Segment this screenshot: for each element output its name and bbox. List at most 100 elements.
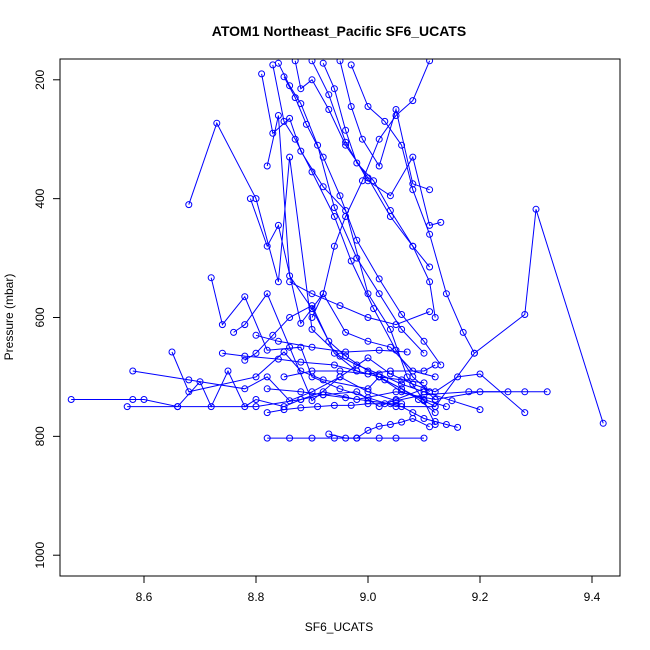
data-point bbox=[342, 213, 350, 220]
data-point bbox=[370, 177, 378, 185]
data-point bbox=[599, 419, 607, 427]
data-point bbox=[336, 385, 344, 393]
data-point bbox=[431, 418, 439, 425]
data-point bbox=[129, 367, 137, 375]
data-point bbox=[308, 314, 316, 321]
data-point bbox=[308, 290, 316, 298]
series-line-18 bbox=[339, 60, 430, 191]
data-point bbox=[263, 290, 271, 298]
data-point bbox=[347, 61, 355, 69]
y-tick-label: 1000 bbox=[33, 542, 47, 569]
data-point bbox=[353, 367, 361, 375]
data-point bbox=[140, 396, 148, 403]
data-point bbox=[364, 370, 372, 378]
data-point bbox=[364, 385, 372, 393]
data-point bbox=[392, 434, 400, 442]
series-line-19 bbox=[311, 60, 431, 318]
data-point bbox=[426, 388, 434, 396]
series-line-7 bbox=[233, 292, 526, 413]
data-point bbox=[291, 94, 299, 102]
data-point bbox=[263, 434, 271, 442]
data-point bbox=[353, 159, 361, 167]
data-point bbox=[308, 367, 316, 375]
data-point bbox=[280, 117, 288, 125]
data-point bbox=[386, 325, 394, 333]
data-point bbox=[342, 394, 350, 402]
data-point bbox=[409, 153, 417, 161]
data-point bbox=[414, 396, 422, 403]
data-point bbox=[336, 367, 344, 375]
x-tick-label: 9.4 bbox=[584, 590, 601, 604]
data-point bbox=[185, 376, 193, 384]
data-point bbox=[431, 396, 439, 403]
data-point bbox=[431, 373, 439, 381]
data-point bbox=[330, 213, 338, 220]
data-point bbox=[330, 434, 338, 442]
data-point bbox=[314, 403, 322, 411]
data-point bbox=[431, 314, 439, 321]
data-point bbox=[381, 400, 389, 408]
data-point bbox=[263, 242, 271, 250]
data-point bbox=[386, 421, 394, 428]
data-point bbox=[286, 82, 294, 90]
data-point bbox=[342, 348, 350, 356]
data-point bbox=[252, 331, 260, 339]
data-point bbox=[398, 385, 406, 393]
data-point bbox=[532, 205, 540, 213]
data-point bbox=[386, 370, 394, 378]
series-line-11 bbox=[266, 115, 436, 413]
data-point bbox=[386, 343, 394, 351]
y-tick-label: 200 bbox=[33, 69, 47, 89]
series-line-28 bbox=[222, 352, 425, 384]
data-point bbox=[426, 263, 434, 271]
data-point bbox=[241, 293, 249, 301]
data-point bbox=[325, 106, 333, 113]
data-point bbox=[280, 403, 288, 411]
data-point bbox=[459, 328, 467, 336]
data-point bbox=[426, 230, 434, 238]
plot-points bbox=[67, 59, 607, 442]
data-point bbox=[330, 361, 338, 369]
data-point bbox=[342, 352, 350, 360]
data-point bbox=[409, 380, 417, 388]
data-point bbox=[342, 141, 350, 149]
data-point bbox=[375, 403, 383, 411]
data-point bbox=[353, 396, 361, 403]
data-point bbox=[274, 221, 282, 229]
data-point bbox=[308, 325, 316, 333]
data-point bbox=[409, 415, 417, 422]
data-point bbox=[392, 346, 400, 354]
series-line-16 bbox=[311, 60, 441, 227]
data-point bbox=[437, 218, 445, 226]
data-point bbox=[398, 418, 406, 426]
data-point bbox=[280, 348, 288, 356]
data-point bbox=[364, 367, 372, 375]
data-point bbox=[319, 290, 327, 298]
y-tick-label: 400 bbox=[33, 188, 47, 208]
data-point bbox=[431, 409, 439, 417]
data-point bbox=[297, 396, 305, 403]
data-point bbox=[342, 126, 350, 134]
data-point bbox=[409, 186, 417, 194]
data-point bbox=[286, 434, 294, 442]
y-axis-label: Pressure (mbar) bbox=[2, 274, 16, 361]
data-point bbox=[241, 385, 249, 393]
x-tick-label: 9.2 bbox=[472, 590, 489, 604]
data-point bbox=[224, 367, 232, 375]
data-point bbox=[409, 242, 417, 250]
data-point bbox=[504, 388, 512, 396]
x-tick-label: 8.8 bbox=[248, 590, 265, 604]
data-point bbox=[325, 337, 333, 345]
data-point bbox=[308, 302, 316, 310]
y-axis: 200 400 600 800 1000 bbox=[33, 69, 61, 569]
data-point bbox=[398, 403, 406, 411]
x-axis-label: SF6_UCATS bbox=[305, 620, 373, 634]
data-point bbox=[308, 397, 316, 405]
data-point bbox=[375, 346, 383, 354]
data-point bbox=[263, 346, 271, 354]
data-point bbox=[218, 321, 226, 329]
data-point bbox=[330, 242, 338, 250]
data-point bbox=[263, 162, 271, 170]
data-point bbox=[280, 373, 288, 381]
